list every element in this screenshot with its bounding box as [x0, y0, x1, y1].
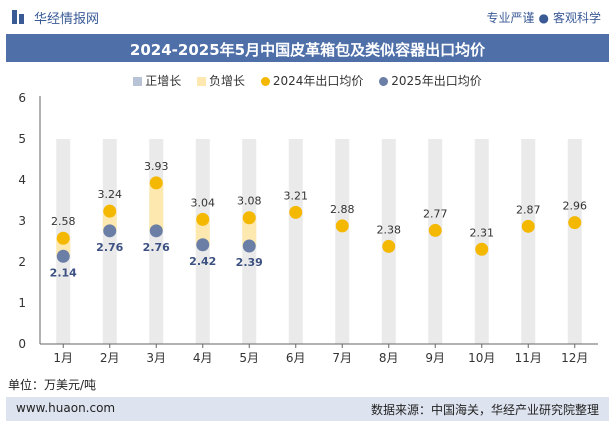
data-label-2024: 2.96 [563, 200, 588, 213]
y-tick-label: 4 [18, 173, 26, 187]
legend-2025-swatch [379, 77, 389, 86]
point-2024 [335, 219, 349, 233]
x-tick-label: 6月 [286, 351, 306, 365]
point-2024 [103, 204, 117, 218]
data-label-2024: 2.88 [330, 203, 355, 216]
data-label-2024: 2.87 [516, 203, 541, 216]
x-tick-label: 10月 [468, 351, 495, 365]
tagline: 专业严谨 ● 客观科学 [486, 9, 601, 26]
legend-positive-swatch [133, 77, 143, 86]
x-tick-label: 2月 [100, 351, 120, 365]
tagline-right: 客观科学 [552, 11, 601, 25]
legend-2025: 2025年出口均价 [379, 72, 482, 89]
y-tick-label: 6 [18, 91, 26, 105]
point-2024 [289, 205, 303, 219]
tagline-left: 专业严谨 [486, 11, 535, 25]
legend-negative: 负增长 [197, 72, 245, 89]
y-tick-label: 0 [18, 337, 26, 351]
data-label-2025: 2.14 [50, 266, 77, 279]
legend-negative-swatch [197, 77, 207, 86]
data-label-2024: 2.31 [470, 226, 495, 239]
data-label-2024: 3.04 [191, 196, 216, 209]
data-label-2024: 3.93 [144, 160, 169, 173]
y-tick-label: 5 [18, 132, 26, 146]
point-2024 [428, 223, 442, 237]
x-tick-label: 7月 [332, 351, 352, 365]
point-2024 [475, 242, 489, 256]
legend-2025-label: 2025年出口均价 [391, 74, 482, 88]
x-tick-label: 9月 [425, 351, 445, 365]
data-label-2024: 3.08 [237, 195, 262, 208]
brand-name: 华经情报网 [34, 12, 100, 27]
column-bg [335, 139, 350, 344]
top-bar: 华经情报网 专业严谨 ● 客观科学 [0, 0, 615, 34]
legend-positive: 正增长 [133, 72, 181, 89]
point-2025 [149, 224, 163, 238]
legend-2024: 2024年出口均价 [260, 72, 364, 89]
footer: www.huaon.com 数据来源：中国海关，华经产业研究院整理 [6, 397, 609, 421]
point-2024 [568, 216, 582, 230]
x-tick-label: 8月 [379, 351, 399, 365]
data-label-2024: 2.58 [51, 215, 76, 228]
data-label-2024: 2.77 [423, 207, 448, 220]
footer-site: www.huaon.com [16, 401, 116, 415]
point-2025 [196, 238, 210, 252]
point-2025 [242, 239, 256, 253]
title-bar: 2024-2025年5月中国皮革箱包及类似容器出口均价 [6, 34, 609, 62]
data-label-2024: 2.38 [377, 223, 402, 236]
column-bg [521, 139, 536, 344]
data-label-2024: 3.24 [98, 188, 123, 201]
column-bg [567, 139, 582, 344]
x-tick-label: 4月 [193, 351, 213, 365]
legend-positive-label: 正增长 [145, 74, 182, 88]
legend-2024-label: 2024年出口均价 [272, 74, 364, 88]
brand-logo-icon [12, 10, 24, 24]
data-label-2024: 3.21 [284, 189, 309, 202]
point-2024 [382, 239, 396, 253]
footer-source: 数据来源：中国海关，华经产业研究院整理 [370, 403, 599, 417]
y-tick-label: 2 [18, 255, 26, 269]
column-bg [102, 139, 117, 344]
data-label-2025: 2.76 [143, 241, 170, 254]
x-tick-label: 12月 [561, 351, 588, 365]
data-label-2025: 2.76 [96, 241, 123, 254]
y-tick-label: 3 [18, 214, 26, 228]
legend-negative-label: 负增长 [209, 74, 246, 88]
x-tick-label: 3月 [146, 351, 166, 365]
chart: 0 1 2 3 4 5 6 1月 2月 3月 4月 5月 6月 7月 8月 9月 10月 11月 12月 2.58 3.… [18, 91, 598, 365]
growth-bar [195, 219, 210, 245]
column-bg [428, 139, 443, 344]
growth-bar [242, 217, 257, 247]
column-bg [288, 139, 303, 344]
unit-label: 单位：万美元/吨 [8, 378, 97, 392]
point-2024 [149, 176, 163, 190]
point-2024 [521, 219, 535, 233]
point-2024 [242, 211, 256, 225]
chart-title: 2024-2025年5月中国皮革箱包及类似容器出口均价 [129, 41, 486, 59]
x-tick-label: 11月 [515, 351, 542, 365]
column-bg [474, 139, 489, 344]
point-2024 [196, 212, 210, 226]
data-label-2025: 2.42 [189, 255, 216, 268]
x-tick-label: 1月 [53, 351, 73, 365]
legend: 正增长 负增长 2024年出口均价 2025年出口均价 [0, 72, 615, 92]
point-2025 [103, 224, 117, 238]
legend-2024-swatch [260, 77, 270, 86]
data-label-2025: 2.39 [236, 256, 263, 269]
point-2024 [56, 231, 70, 245]
y-tick-label: 1 [18, 296, 26, 310]
growth-bar [149, 182, 164, 231]
x-tick-label: 5月 [239, 351, 259, 365]
point-2025 [56, 249, 70, 263]
tagline-dot-icon: ● [538, 11, 549, 25]
